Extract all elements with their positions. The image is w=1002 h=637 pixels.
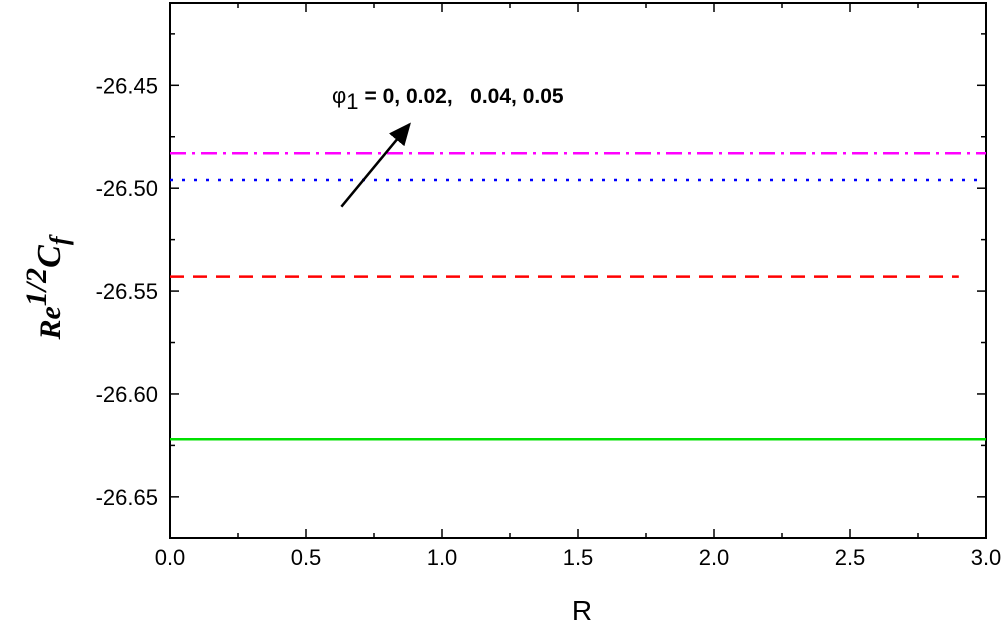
- x-tick-label: 3.0: [971, 545, 1002, 570]
- y-tick-label: -26.45: [96, 73, 158, 98]
- x-tick-label: 1.0: [427, 545, 458, 570]
- y-tick-label: -26.50: [96, 176, 158, 201]
- annotation-text: φ1 = 0, 0.02, 0.04, 0.05: [332, 83, 564, 114]
- x-tick-label: 0.0: [155, 545, 186, 570]
- y-tick-label: -26.65: [96, 485, 158, 510]
- x-axis-title: R: [572, 595, 592, 626]
- annotation-arrow: [340, 122, 411, 208]
- y-axis-title-main: Re: [34, 306, 67, 340]
- annotation-phi-symbol: φ: [332, 83, 346, 108]
- annotation-layer: φ1 = 0, 0.02, 0.04, 0.05: [332, 83, 564, 208]
- series-layer: [170, 151, 986, 441]
- y-tick-label: -26.60: [96, 382, 158, 407]
- y-axis-title: Re1/2Cf: [20, 234, 74, 340]
- y-axis-title-subscript: f: [45, 234, 74, 245]
- y-axis-title-superscript: 1/2: [20, 268, 53, 306]
- plot-border: [169, 2, 987, 539]
- y-tick-label: -26.55: [96, 279, 158, 304]
- annotation-phi-subscript: 1: [346, 89, 358, 114]
- x-tick-label: 2.5: [835, 545, 866, 570]
- plot-frame: [169, 2, 987, 539]
- x-tick-label: 2.0: [699, 545, 730, 570]
- annotation-values: = 0, 0.02, 0.04, 0.05: [365, 85, 564, 108]
- svg-text:Re1/2Cf: Re1/2Cf: [20, 234, 74, 340]
- y-axis-title-c: C: [31, 245, 68, 268]
- x-tick-label: 1.5: [563, 545, 594, 570]
- ticks-layer: 0.0 0.5 1.0 1.5 2.0 2.5 3.0 -26.45 -26.50 -26.55 -…: [96, 3, 1002, 570]
- x-tick-label: 0.5: [291, 545, 322, 570]
